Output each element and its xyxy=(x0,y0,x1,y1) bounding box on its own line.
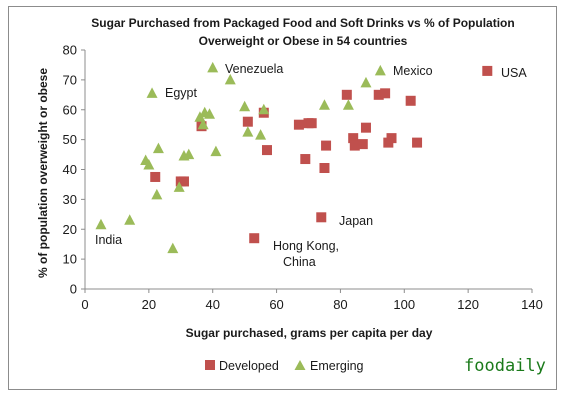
point-developed xyxy=(373,89,384,100)
point-emerging xyxy=(151,188,163,200)
point-emerging xyxy=(146,87,158,98)
x-tick-label: 40 xyxy=(205,297,219,312)
point-developed xyxy=(306,118,317,129)
point-developed xyxy=(321,140,332,151)
point-developed xyxy=(357,139,368,150)
chart-title-line-1: Sugar Purchased from Packaged Food and S… xyxy=(91,16,514,30)
x-axis-label: Sugar purchased, grams per capita per da… xyxy=(186,326,433,340)
point-emerging xyxy=(255,129,267,140)
point-emerging xyxy=(167,242,179,254)
point-emerging xyxy=(210,145,222,157)
legend-label-developed: Developed xyxy=(219,359,279,373)
y-tick-label: 10 xyxy=(63,252,77,267)
y-tick-labels: 0 10 20 30 40 50 60 70 80 xyxy=(63,43,85,297)
y-axis-label: % of population overweight or obese xyxy=(36,68,50,278)
point-developed xyxy=(249,233,260,244)
y-tick-label: 20 xyxy=(63,222,77,237)
point-developed xyxy=(150,171,161,182)
point-emerging xyxy=(360,76,372,88)
y-tick-label: 60 xyxy=(63,102,77,117)
point-emerging xyxy=(183,148,195,160)
point-developed xyxy=(405,95,416,106)
point-emerging xyxy=(258,103,270,115)
x-tick-label: 80 xyxy=(333,297,347,312)
point-emerging xyxy=(239,100,251,112)
point-developed xyxy=(316,212,327,223)
annotation-hong-kong: Hong Kong, xyxy=(273,239,339,253)
point-emerging xyxy=(374,64,386,76)
point-developed xyxy=(380,88,391,99)
point-developed xyxy=(319,163,330,174)
point-developed xyxy=(242,116,253,127)
y-tick-label: 0 xyxy=(70,282,77,297)
point-developed xyxy=(261,145,272,156)
x-tick-label: 0 xyxy=(81,297,88,312)
y-tick-label: 40 xyxy=(63,162,77,177)
point-developed xyxy=(386,133,397,144)
point-developed xyxy=(482,65,493,76)
x-tick-labels: 0 20 40 60 80 100 120 140 xyxy=(81,289,543,312)
annotation-venezuela: Venezuela xyxy=(225,62,283,76)
scatter-chart: Sugar Purchased from Packaged Food and S… xyxy=(36,16,546,376)
point-emerging xyxy=(124,214,136,225)
point-emerging xyxy=(318,99,330,110)
annotation-egypt: Egypt xyxy=(165,86,197,100)
x-tick-label: 120 xyxy=(457,297,479,312)
point-emerging xyxy=(242,126,254,137)
point-emerging xyxy=(204,108,216,119)
point-emerging xyxy=(173,181,185,192)
x-tick-label: 100 xyxy=(393,297,415,312)
point-emerging xyxy=(207,61,219,73)
point-developed xyxy=(341,89,352,100)
y-tick-label: 70 xyxy=(63,72,77,87)
x-tick-label: 60 xyxy=(269,297,283,312)
annotation-india: India xyxy=(95,233,122,247)
point-emerging xyxy=(143,159,155,170)
x-tick-label: 20 xyxy=(142,297,156,312)
annotation-japan: Japan xyxy=(339,214,373,228)
annotation-mexico: Mexico xyxy=(393,64,433,78)
legend-marker-emerging xyxy=(294,360,306,370)
annotation-usa: USA xyxy=(501,66,527,80)
y-tick-label: 50 xyxy=(63,132,77,147)
point-emerging xyxy=(224,73,236,85)
watermark-foodaily: foodaily xyxy=(464,356,546,376)
y-tick-label: 30 xyxy=(63,192,77,207)
point-emerging xyxy=(342,99,354,110)
y-tick-label: 80 xyxy=(63,43,77,58)
x-tick-label: 140 xyxy=(521,297,543,312)
point-developed xyxy=(348,133,359,144)
legend-marker-developed xyxy=(205,360,215,370)
point-developed xyxy=(349,140,360,151)
point-emerging xyxy=(95,218,107,230)
point-emerging xyxy=(197,118,209,130)
point-developed xyxy=(293,119,304,130)
point-developed xyxy=(300,154,311,165)
annotation-china: China xyxy=(283,255,316,269)
chart-title-line-2: Overweight or Obese in 54 countries xyxy=(199,34,408,48)
chart-frame: Sugar Purchased from Packaged Food and S… xyxy=(8,6,557,390)
point-developed xyxy=(412,137,423,148)
point-developed xyxy=(360,122,371,133)
data-points xyxy=(95,61,493,254)
point-developed xyxy=(178,176,189,187)
legend-label-emerging: Emerging xyxy=(310,359,364,373)
chart-legend: Developed Emerging xyxy=(205,359,364,373)
point-emerging xyxy=(152,142,164,154)
